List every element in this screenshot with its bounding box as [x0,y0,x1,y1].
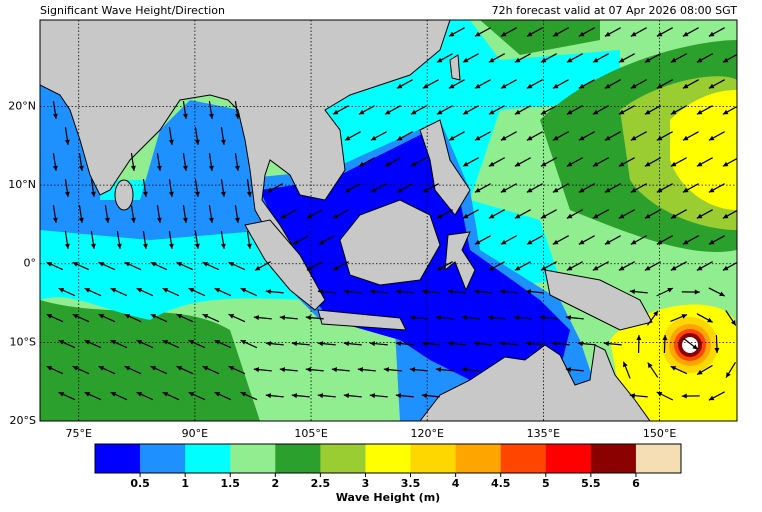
colorbar-tick-label: 3 [362,477,370,490]
land [115,180,133,210]
colorbar-tick-label: 4.5 [491,477,511,490]
colorbar-swatch [365,444,411,473]
lat-tick-label: 20°S [10,414,36,427]
colorbar-swatch [411,444,457,473]
colorbar-tick-label: 5.5 [581,477,601,490]
lon-tick-label: 75°E [65,427,91,440]
colorbar-tick-label: 2 [271,477,279,490]
colorbar-swatch [320,444,366,473]
title: Significant Wave Height/Direction [40,4,225,17]
colorbar-tick-label: 5 [542,477,550,490]
land [450,55,460,80]
colorbar-swatch [230,444,276,473]
lon-tick-label: 135°E [527,427,560,440]
colorbar-tick-label: 4 [452,477,460,490]
colorbar-tick-label: 0.5 [130,477,150,490]
colorbar-swatch [546,444,592,473]
colorbar-tick-label: 6 [632,477,640,490]
colorbar-swatch [95,444,141,473]
map [40,20,739,421]
colorbar-swatch [456,444,502,473]
colorbar-tick-label: 2.5 [311,477,331,490]
lat-tick-label: 10°N [8,178,36,191]
colorbar-swatch [140,444,186,473]
lon-tick-label: 120°E [410,427,443,440]
lat-tick-label: 0° [24,257,37,270]
colorbar-tick-label: 1 [181,477,189,490]
lat-tick-label: 10°S [10,335,36,348]
colorbar-swatch [501,444,547,473]
colorbar-swatch [636,444,682,473]
lon-tick-label: 105°E [294,427,327,440]
lat-tick-label: 20°N [8,99,36,112]
lon-tick-label: 150°E [643,427,676,440]
subtitle: 72h forecast valid at 07 Apr 2026 08:00 … [492,4,738,17]
colorbar-tick-label: 1.5 [220,477,240,490]
colorbar-label: Wave Height (m) [336,491,440,504]
colorbar-swatch [275,444,321,473]
lon-tick-label: 90°E [182,427,208,440]
colorbar-swatch [591,444,637,473]
colorbar-swatch [185,444,231,473]
colorbar-tick-label: 3.5 [401,477,421,490]
